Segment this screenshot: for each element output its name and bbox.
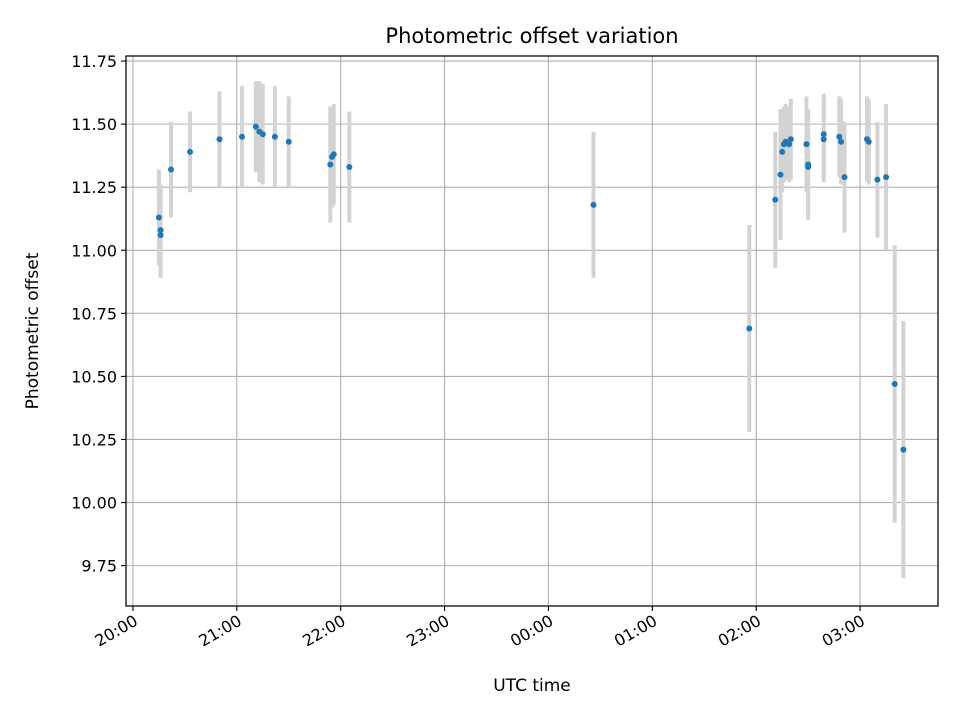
data-point bbox=[891, 380, 898, 387]
data-point bbox=[841, 174, 848, 181]
data-point bbox=[746, 325, 753, 332]
y-tick-label: 11.50 bbox=[71, 115, 117, 134]
data-point bbox=[327, 161, 334, 168]
data-point bbox=[239, 133, 245, 140]
data-point bbox=[187, 148, 194, 155]
data-point bbox=[285, 138, 292, 145]
data-point bbox=[820, 136, 827, 143]
data-point bbox=[805, 161, 812, 168]
y-tick-label: 10.25 bbox=[71, 430, 117, 449]
data-point bbox=[803, 141, 810, 148]
data-point bbox=[786, 141, 793, 148]
data-point bbox=[779, 148, 786, 155]
data-point bbox=[157, 232, 164, 239]
data-point bbox=[874, 176, 881, 183]
data-point bbox=[252, 123, 259, 130]
plot-frame bbox=[125, 55, 939, 607]
data-point bbox=[168, 166, 175, 173]
y-tick-label: 10.00 bbox=[71, 494, 117, 513]
data-point bbox=[590, 201, 597, 208]
data-point bbox=[216, 136, 223, 143]
y-tick-label: 10.50 bbox=[71, 367, 117, 386]
y-tick-label: 9.75 bbox=[81, 557, 117, 576]
data-point bbox=[900, 446, 907, 453]
y-tick-label: 11.00 bbox=[71, 241, 117, 260]
y-tick-label: 11.75 bbox=[71, 52, 117, 71]
chart-title: Photometric offset variation bbox=[385, 24, 678, 48]
y-tick-label: 11.25 bbox=[71, 178, 117, 197]
y-axis-label: Photometric offset bbox=[23, 252, 43, 409]
data-point bbox=[883, 174, 890, 181]
data-point bbox=[772, 196, 779, 203]
data-point bbox=[346, 164, 353, 171]
data-point bbox=[836, 133, 843, 140]
y-tick-label: 10.75 bbox=[71, 304, 117, 323]
data-point bbox=[838, 138, 845, 145]
data-point bbox=[865, 138, 872, 145]
data-point bbox=[259, 131, 266, 138]
data-points bbox=[155, 123, 907, 453]
data-point bbox=[330, 151, 337, 158]
y-axis-ticks: 9.75 10.00 10.25 10.50 10.75 11.00 11.25 11.50 1… bbox=[71, 52, 126, 576]
data-point bbox=[777, 171, 784, 178]
x-axis-label: UTC time bbox=[493, 676, 571, 696]
data-point bbox=[820, 131, 827, 138]
data-point bbox=[271, 133, 278, 140]
data-point bbox=[787, 136, 794, 143]
grid-lines bbox=[126, 56, 938, 606]
data-point bbox=[155, 214, 162, 221]
data-point bbox=[157, 227, 164, 234]
